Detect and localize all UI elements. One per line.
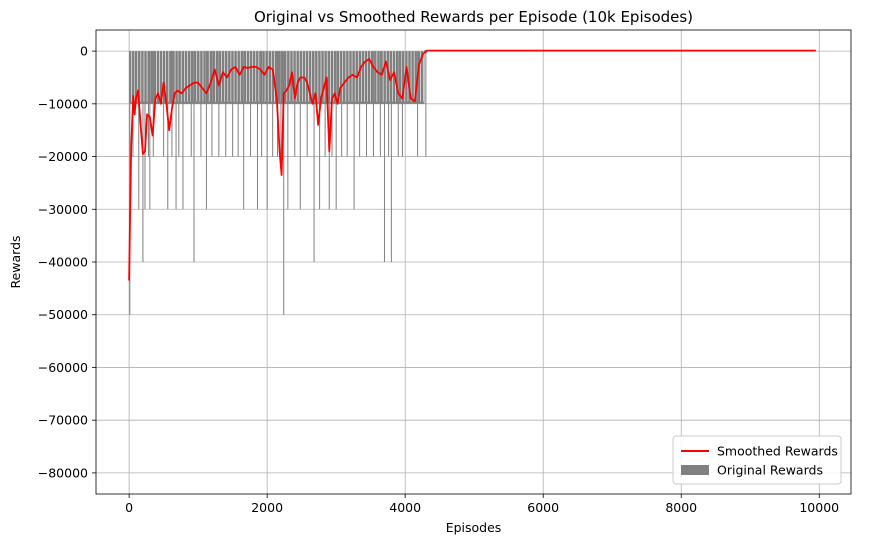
legend-box: [672, 435, 842, 485]
y-tick-label: −70000: [38, 413, 88, 428]
legend-original-swatch: [681, 465, 709, 475]
smoothed-rewards-line-group: [128, 49, 816, 281]
legend: Smoothed Rewards Original Rewards: [672, 435, 842, 485]
y-tick-label: −30000: [38, 202, 88, 217]
y-tick-label: −10000: [38, 96, 88, 111]
y-tick-label: −80000: [38, 465, 88, 480]
smoothed-rewards-line: [128, 49, 816, 281]
chart-title: Original vs Smoothed Rewards per Episode…: [254, 8, 693, 26]
tick-marks: 0 2000 4000 6000 8000 10000 0 −10000 −20000 −3000…: [38, 44, 839, 515]
legend-smoothed-label: Smoothed Rewards: [717, 444, 838, 459]
x-tick-label: 2000: [251, 500, 283, 515]
y-tick-label: −20000: [38, 149, 88, 164]
y-tick-label: 0: [80, 44, 88, 59]
x-tick-label: 6000: [527, 500, 559, 515]
y-tick-label: −40000: [38, 255, 88, 270]
x-tick-label: 4000: [389, 500, 421, 515]
x-tick-label: 10000: [799, 500, 839, 515]
x-tick-label: 0: [125, 500, 133, 515]
y-tick-label: −50000: [38, 307, 88, 322]
grid-lines: [96, 30, 851, 494]
original-rewards-bars: [129, 49, 816, 315]
y-axis-label: Rewards: [8, 235, 23, 288]
y-tick-label: −60000: [38, 360, 88, 375]
x-axis-label: Episodes: [446, 520, 502, 535]
legend-original-label: Original Rewards: [717, 463, 823, 478]
x-tick-label: 8000: [665, 500, 697, 515]
